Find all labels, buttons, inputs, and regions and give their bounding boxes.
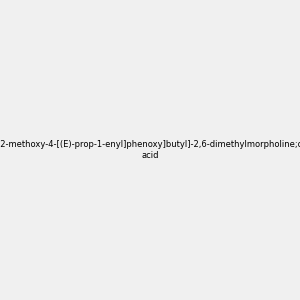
- Text: 4-[4-[2-methoxy-4-[(E)-prop-1-enyl]phenoxy]butyl]-2,6-dimethylmorpholine;oxalic : 4-[4-[2-methoxy-4-[(E)-prop-1-enyl]pheno…: [0, 140, 300, 160]
